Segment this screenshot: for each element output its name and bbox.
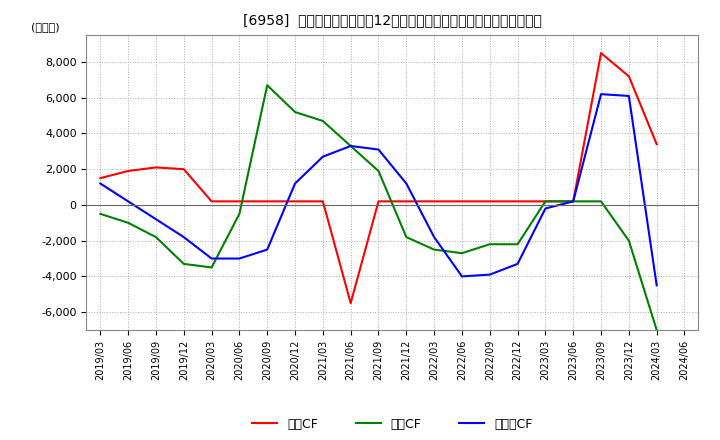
フリーCF xyxy=(541,206,550,211)
フリーCF xyxy=(597,92,606,97)
営業CF xyxy=(458,199,467,204)
投資CF xyxy=(318,118,327,124)
投資CF xyxy=(541,199,550,204)
投資CF xyxy=(652,327,661,333)
営業CF xyxy=(152,165,161,170)
フリーCF xyxy=(513,261,522,267)
投資CF xyxy=(624,238,633,243)
営業CF xyxy=(235,199,243,204)
営業CF xyxy=(291,199,300,204)
投資CF xyxy=(346,143,355,149)
投資CF xyxy=(485,242,494,247)
営業CF xyxy=(652,142,661,147)
投資CF xyxy=(597,199,606,204)
フリーCF xyxy=(458,274,467,279)
営業CF xyxy=(207,199,216,204)
営業CF xyxy=(541,199,550,204)
フリーCF xyxy=(124,199,132,204)
フリーCF xyxy=(374,147,383,152)
Line: 営業CF: 営業CF xyxy=(100,53,657,303)
フリーCF xyxy=(430,235,438,240)
投資CF xyxy=(152,235,161,240)
Text: (百万円): (百万円) xyxy=(31,22,60,32)
営業CF xyxy=(124,169,132,174)
営業CF xyxy=(430,199,438,204)
営業CF xyxy=(263,199,271,204)
フリーCF xyxy=(402,181,410,186)
営業CF xyxy=(569,199,577,204)
営業CF xyxy=(597,51,606,56)
投資CF xyxy=(96,211,104,216)
営業CF xyxy=(513,199,522,204)
投資CF xyxy=(207,265,216,270)
投資CF xyxy=(569,199,577,204)
投資CF xyxy=(402,235,410,240)
Legend: 営業CF, 投資CF, フリーCF: 営業CF, 投資CF, フリーCF xyxy=(248,413,537,436)
Line: 投資CF: 投資CF xyxy=(100,85,657,330)
投資CF xyxy=(291,110,300,115)
フリーCF xyxy=(624,93,633,99)
投資CF xyxy=(235,211,243,216)
投資CF xyxy=(374,169,383,174)
フリーCF xyxy=(569,199,577,204)
フリーCF xyxy=(291,181,300,186)
Title: [6958]  キャッシュフローの12か月移動合計の対前年同期増減額の推移: [6958] キャッシュフローの12か月移動合計の対前年同期増減額の推移 xyxy=(243,13,542,27)
フリーCF xyxy=(152,216,161,222)
フリーCF xyxy=(179,235,188,240)
投資CF xyxy=(124,220,132,225)
Line: フリーCF: フリーCF xyxy=(100,94,657,285)
営業CF xyxy=(374,199,383,204)
フリーCF xyxy=(346,143,355,149)
フリーCF xyxy=(235,256,243,261)
フリーCF xyxy=(96,181,104,186)
営業CF xyxy=(402,199,410,204)
営業CF xyxy=(346,301,355,306)
営業CF xyxy=(179,167,188,172)
投資CF xyxy=(179,261,188,267)
フリーCF xyxy=(318,154,327,159)
営業CF xyxy=(624,73,633,79)
投資CF xyxy=(263,83,271,88)
フリーCF xyxy=(263,247,271,252)
営業CF xyxy=(96,176,104,181)
投資CF xyxy=(430,247,438,252)
投資CF xyxy=(458,250,467,256)
フリーCF xyxy=(652,282,661,288)
フリーCF xyxy=(485,272,494,277)
営業CF xyxy=(485,199,494,204)
投資CF xyxy=(513,242,522,247)
営業CF xyxy=(318,199,327,204)
フリーCF xyxy=(207,256,216,261)
